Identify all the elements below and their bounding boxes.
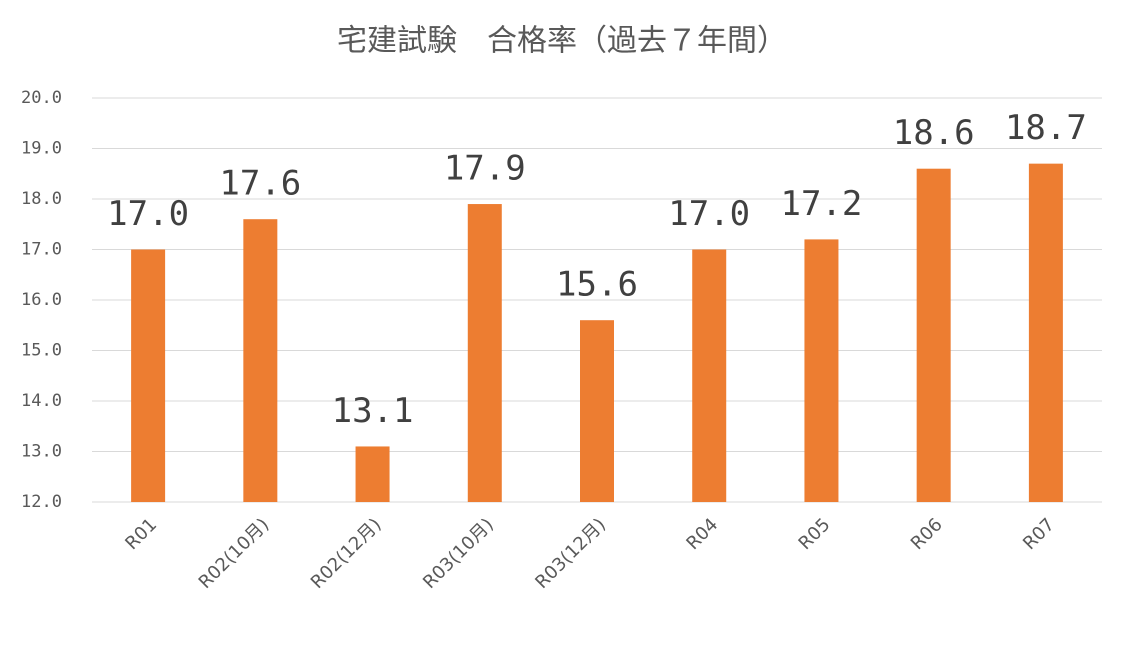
y-tick-label: 14.0 (21, 391, 62, 411)
x-tick-label: R04 (682, 514, 722, 554)
bar (467, 204, 502, 503)
x-tick-label: R02(12月) (307, 514, 386, 593)
value-label: 17.2 (780, 184, 862, 224)
bar (692, 249, 727, 502)
x-tick-label: R03(12月) (531, 514, 610, 593)
bar (916, 168, 951, 502)
value-label: 17.0 (107, 194, 189, 234)
value-label: 18.6 (893, 113, 975, 153)
bar (804, 239, 839, 502)
x-tick-label: R01 (121, 514, 161, 554)
value-label: 17.0 (668, 194, 750, 234)
y-tick-label: 13.0 (21, 442, 62, 462)
x-tick-label: R02(10月) (195, 514, 274, 593)
value-label: 17.9 (444, 149, 526, 189)
bar (580, 320, 614, 502)
value-label: 15.6 (556, 265, 638, 305)
value-label: 17.6 (219, 164, 301, 204)
y-tick-label: 20.0 (21, 88, 62, 108)
bar (243, 219, 278, 502)
y-tick-label: 15.0 (21, 341, 62, 361)
y-tick-label: 12.0 (21, 492, 62, 512)
y-tick-label: 18.0 (21, 189, 62, 209)
y-tick-label: 16.0 (21, 290, 62, 310)
x-tick-label: R06 (907, 514, 947, 554)
bar (131, 249, 166, 502)
x-tick-label: R07 (1019, 514, 1059, 554)
value-label: 18.7 (1005, 108, 1087, 148)
bar (1028, 163, 1063, 502)
x-tick-label: R03(10月) (419, 514, 498, 593)
bar (355, 446, 390, 502)
value-label: 13.1 (332, 391, 414, 431)
y-tick-label: 17.0 (21, 240, 62, 260)
chart-title: 宅建試験 合格率（過去７年間） (337, 24, 787, 59)
x-tick-label: R05 (795, 514, 835, 554)
y-tick-label: 19.0 (21, 139, 62, 159)
